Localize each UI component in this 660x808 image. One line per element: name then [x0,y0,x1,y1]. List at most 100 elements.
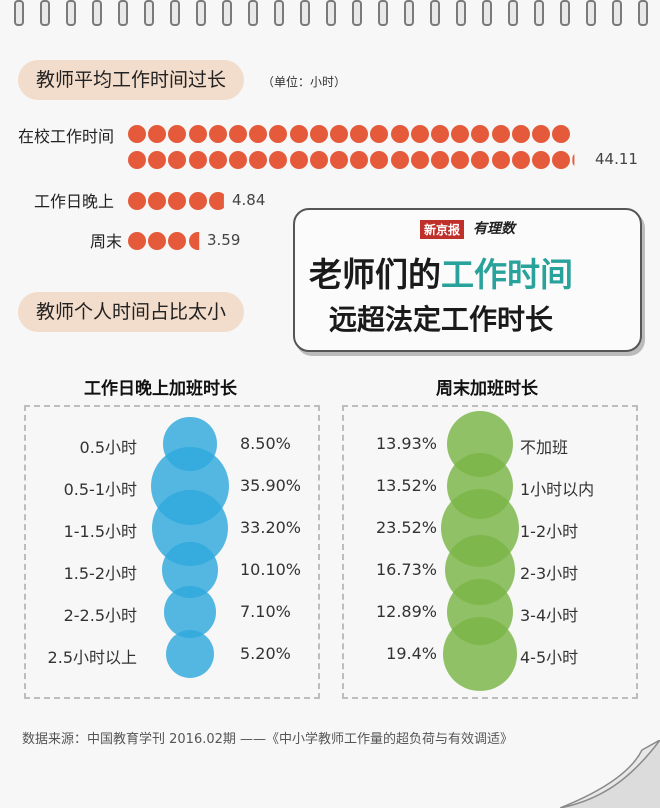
binding-ring [326,0,336,26]
school-dot [208,151,227,169]
school-dot [309,125,328,143]
chart1-value-label: 35.90% [240,476,302,495]
school-dot [491,125,510,143]
school-dot [249,125,268,143]
school-dot [532,151,550,169]
school-dot [188,125,207,143]
school-dot [410,151,429,169]
headline-line2: 远超法定工作时长 [329,303,554,336]
binding-ring [14,0,24,26]
unit-label: （单位：小时） [262,75,347,89]
chart1-panel [24,405,320,699]
binding-ring [92,0,102,26]
school-dot [350,125,369,143]
school-dot [208,125,227,143]
binding-ring [222,0,232,26]
school-dot [148,151,167,169]
page-curl-decoration [560,740,660,808]
chart1-category-label: 2.5小时以上 [47,648,137,667]
binding-ring [66,0,76,26]
school-dot [511,151,530,169]
binding-ring [144,0,154,26]
chart2-category-label: 2-3小时 [520,564,579,583]
school-dot [552,125,571,143]
section2-title: 教师个人时间占比太小 [18,292,245,332]
school-dot [249,151,268,169]
weekend-dot [168,232,187,250]
weeknight-dot [188,192,207,210]
school-dot [330,151,348,169]
weekend-dot [128,232,146,250]
school-dot [128,125,146,143]
weekend-dot [188,232,200,250]
chart1-bubble [164,586,216,638]
chart2-value-label: 19.4% [386,644,437,663]
binding-ring [352,0,362,26]
chart2-panel [342,405,638,699]
school-dot [269,125,288,143]
chart1-bubble [165,629,215,679]
school-dot [410,125,429,143]
binding-ring [196,0,206,26]
weeknight-dot [208,192,224,210]
chart2-category-label: 1-2小时 [520,522,579,541]
spiral-binding [0,0,660,28]
school-dot [471,151,490,169]
logo-youlishu: 有理数 [473,221,515,237]
school-dot [390,151,409,169]
school-dot [188,151,207,169]
chart2-category-label: 3-4小时 [520,606,579,625]
binding-ring [118,0,128,26]
school-dot [148,125,167,143]
row-label-weeknight: 工作日晚上 [34,192,115,211]
headline-box: 新京报 有理数 老师们的工作时间 远超法定工作时长 [293,208,642,352]
binding-ring [612,0,622,26]
chart1-title: 工作日晚上加班时长 [84,379,237,399]
headline-plain: 老师们的 [309,255,441,294]
chart1-category-label: 1.5-2小时 [63,564,137,583]
binding-ring [40,0,50,26]
binding-ring [534,0,544,26]
binding-ring [300,0,310,26]
school-dot [269,151,288,169]
binding-ring [456,0,466,26]
school-dot [572,151,575,169]
chart1-category-label: 0.5-1小时 [63,480,137,499]
chart2-value-label: 16.73% [375,560,437,579]
weeknight-dot [148,192,167,210]
school-dot [431,151,449,169]
row-label-school: 在校工作时间 [18,127,115,146]
school-dot [370,151,389,169]
school-dot [289,125,308,143]
school-dot [431,125,449,143]
binding-ring [248,0,258,26]
school-dot [370,125,389,143]
binding-ring [404,0,414,26]
chart1-value-label: 5.20% [240,644,291,663]
chart2-value-label: 13.52% [375,476,437,495]
value-weekend: 3.59 [207,231,241,249]
school-dot [511,125,530,143]
chart2-category-label: 4-5小时 [520,648,579,667]
chart2-value-label: 13.93% [375,434,437,453]
weekend-dot [148,232,167,250]
chart1-category-label: 1-1.5小时 [63,522,137,541]
chart2-title: 周末加班时长 [436,379,538,399]
binding-ring [508,0,518,26]
chart2-bubble [443,617,517,691]
school-dot [451,151,470,169]
headline-accent: 工作时间 [441,255,573,294]
headline-line1: 老师们的工作时间 [309,248,573,296]
binding-ring [430,0,440,26]
section1-title: 教师平均工作时间过长 [18,60,245,100]
value-school: 44.11 [595,150,638,168]
chart1-value-label: 8.50% [240,434,291,453]
weeknight-dot [128,192,146,210]
row-label-weekend: 周末 [90,232,123,251]
chart1-value-label: 33.20% [240,518,302,537]
school-dot [168,125,187,143]
binding-ring [482,0,492,26]
school-dot [229,125,247,143]
school-dot [552,151,571,169]
